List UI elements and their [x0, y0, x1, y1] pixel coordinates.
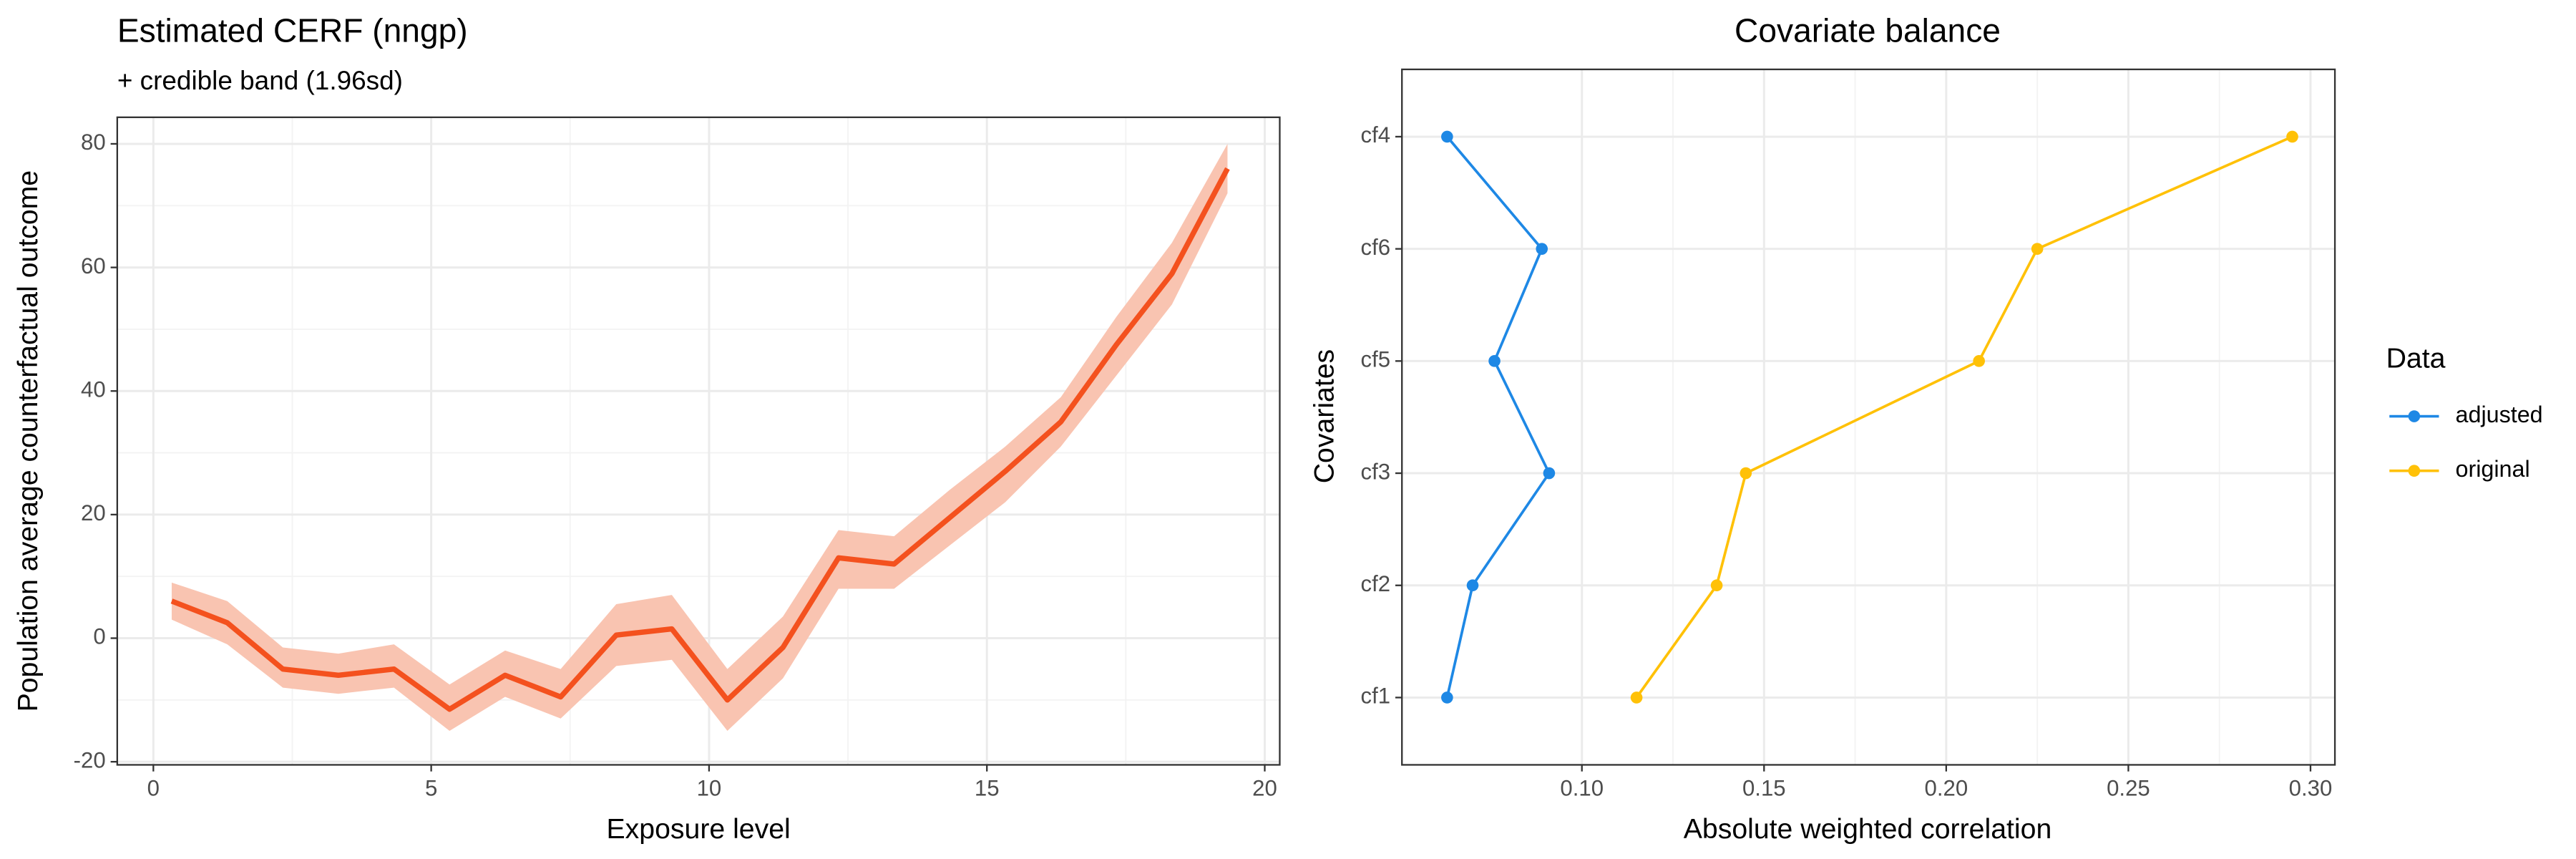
point: [1630, 691, 1643, 704]
x-tick-label: 0: [147, 775, 160, 800]
x-tick-label: 5: [425, 775, 437, 800]
point: [1710, 579, 1723, 592]
y-tick-label: 40: [81, 377, 106, 402]
chart-title: Estimated CERF (nngp): [117, 11, 468, 49]
point: [1740, 467, 1752, 480]
y-tick-label: cf6: [1361, 235, 1391, 260]
point: [1536, 243, 1548, 255]
y-tick-label: -20: [74, 747, 106, 772]
legend-marker: [2408, 465, 2421, 477]
legend-marker: [2408, 410, 2421, 422]
legend-title: Data: [2386, 342, 2446, 374]
credible-band: [171, 143, 1228, 731]
chart-subtitle: + credible band (1.96sd): [117, 66, 403, 95]
point: [1543, 467, 1556, 480]
y-tick-label: 60: [81, 253, 106, 278]
point: [1973, 355, 1985, 367]
y-axis-label: Population average counterfactual outcom…: [12, 170, 44, 712]
series-line: [1635, 135, 2293, 699]
y-tick-label: cf1: [1361, 684, 1391, 709]
panel-border: [1401, 68, 2336, 766]
point: [1466, 579, 1479, 592]
y-tick-label: 0: [93, 624, 105, 649]
y-tick-label: 20: [81, 500, 106, 525]
point: [1441, 130, 1453, 143]
y-tick-label: 80: [81, 130, 106, 155]
x-tick-label: 0.15: [1742, 775, 1786, 800]
x-tick-label: 0.10: [1560, 775, 1604, 800]
legend-label: original: [2456, 456, 2530, 482]
point: [2286, 130, 2298, 143]
y-tick-label: cf2: [1361, 571, 1391, 596]
point: [1441, 691, 1453, 704]
chart-title: Covariate balance: [1735, 11, 2001, 49]
series-line: [170, 167, 1230, 712]
series-line: [1445, 135, 1551, 698]
x-tick-label: 0.30: [2289, 775, 2333, 800]
x-tick-label: 0.25: [2107, 775, 2150, 800]
y-tick-label: cf5: [1361, 347, 1391, 372]
y-tick-label: cf4: [1361, 122, 1391, 147]
x-axis-label: Exposure level: [607, 813, 791, 845]
y-axis-label: Covariates: [1308, 349, 1340, 483]
x-axis-label: Absolute weighted correlation: [1684, 813, 2052, 845]
point: [1488, 355, 1501, 367]
x-tick-label: 15: [975, 775, 1000, 800]
x-tick-label: 0.20: [1925, 775, 1968, 800]
x-tick-label: 20: [1252, 775, 1277, 800]
point: [2031, 243, 2044, 255]
y-tick-label: cf3: [1361, 459, 1391, 484]
x-tick-label: 10: [697, 775, 722, 800]
legend-label: adjusted: [2456, 402, 2543, 427]
panel-border: [116, 116, 1281, 766]
